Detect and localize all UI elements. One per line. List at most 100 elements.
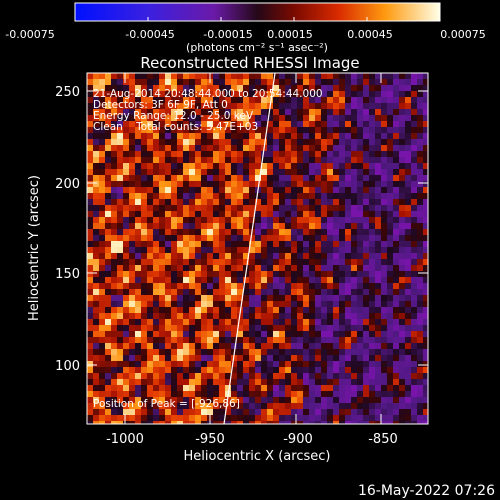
image-pixel-block — [255, 253, 261, 259]
image-pixel-block — [153, 157, 159, 163]
image-pixel-block — [363, 403, 369, 409]
image-pixel-block — [105, 73, 111, 79]
image-pixel-block — [93, 331, 99, 337]
image-pixel-block — [333, 361, 339, 367]
image-pixel-block — [135, 199, 141, 205]
image-pixel-block — [297, 223, 303, 229]
image-pixel-block — [141, 337, 147, 343]
image-pixel-block — [111, 253, 117, 259]
image-pixel-block — [423, 169, 428, 175]
image-pixel-block — [147, 205, 153, 211]
image-pixel-block — [315, 415, 321, 421]
image-pixel-block — [363, 397, 369, 403]
image-pixel-block — [351, 127, 357, 133]
image-pixel-block — [153, 91, 159, 97]
image-pixel-block — [159, 397, 165, 403]
image-pixel-block — [315, 193, 321, 199]
image-pixel-block — [117, 217, 123, 223]
image-pixel-block — [123, 385, 129, 391]
image-pixel-block — [177, 343, 183, 349]
image-pixel-block — [357, 259, 363, 265]
image-pixel-block — [309, 151, 315, 157]
image-pixel-block — [153, 337, 159, 343]
image-pixel-block — [237, 331, 243, 337]
image-pixel-block — [387, 253, 393, 259]
image-pixel-block — [279, 421, 285, 424]
image-pixel-block — [243, 367, 249, 373]
image-pixel-block — [261, 337, 267, 343]
image-pixel-block — [279, 175, 285, 181]
image-pixel-block — [153, 319, 159, 325]
image-pixel-block — [297, 157, 303, 163]
image-pixel-block — [405, 367, 411, 373]
image-pixel-block — [225, 265, 231, 271]
image-pixel-block — [339, 385, 345, 391]
image-pixel-block — [423, 151, 428, 157]
image-pixel-block — [189, 169, 195, 175]
image-pixel-block — [99, 181, 105, 187]
image-pixel-block — [297, 421, 303, 424]
image-pixel-block — [393, 421, 399, 424]
image-pixel-block — [141, 313, 147, 319]
image-pixel-block — [117, 205, 123, 211]
image-pixel-block — [339, 181, 345, 187]
image-pixel-block — [267, 367, 273, 373]
image-pixel-block — [321, 265, 327, 271]
image-pixel-block — [195, 199, 201, 205]
image-pixel-block — [105, 241, 111, 247]
image-pixel-block — [93, 391, 99, 397]
image-pixel-block — [363, 271, 369, 277]
image-pixel-block — [237, 247, 243, 253]
image-pixel-block — [213, 283, 219, 289]
image-pixel-block — [153, 181, 159, 187]
image-pixel-block — [123, 235, 129, 241]
image-pixel-block — [315, 349, 321, 355]
image-pixel-block — [123, 319, 129, 325]
image-pixel-block — [111, 397, 117, 403]
image-pixel-block — [237, 223, 243, 229]
image-pixel-block — [261, 133, 267, 139]
image-pixel-block — [195, 247, 201, 253]
image-pixel-block — [201, 193, 207, 199]
image-pixel-block — [393, 397, 399, 403]
image-pixel-block — [141, 133, 147, 139]
image-pixel-block — [261, 139, 267, 145]
image-pixel-block — [387, 313, 393, 319]
image-pixel-block — [393, 211, 399, 217]
image-pixel-block — [171, 247, 177, 253]
image-pixel-block — [327, 361, 333, 367]
image-pixel-block — [291, 247, 297, 253]
image-pixel-block — [195, 301, 201, 307]
image-pixel-block — [309, 397, 315, 403]
image-pixel-block — [345, 181, 351, 187]
image-pixel-block — [207, 121, 213, 127]
image-pixel-block — [219, 289, 225, 295]
image-pixel-block — [315, 319, 321, 325]
image-pixel-block — [387, 301, 393, 307]
image-pixel-block — [285, 397, 291, 403]
image-pixel-block — [177, 421, 183, 424]
image-pixel-block — [99, 349, 105, 355]
image-pixel-block — [207, 97, 213, 103]
image-pixel-block — [147, 301, 153, 307]
image-pixel-block — [261, 361, 267, 367]
image-pixel-block — [345, 307, 351, 313]
image-pixel-block — [393, 217, 399, 223]
image-pixel-block — [195, 163, 201, 169]
image-pixel-block — [291, 127, 297, 133]
image-pixel-block — [345, 241, 351, 247]
image-pixel-block — [297, 73, 303, 79]
image-pixel-block — [387, 97, 393, 103]
image-pixel-block — [111, 133, 117, 139]
image-pixel-block — [297, 361, 303, 367]
image-pixel-block — [363, 199, 369, 205]
image-pixel-block — [387, 79, 393, 85]
image-pixel-block — [285, 151, 291, 157]
image-pixel-block — [297, 199, 303, 205]
image-pixel-block — [279, 397, 285, 403]
image-pixel-block — [357, 349, 363, 355]
image-pixel-block — [345, 343, 351, 349]
image-pixel-block — [105, 121, 111, 127]
image-pixel-block — [387, 283, 393, 289]
image-pixel-block — [267, 301, 273, 307]
